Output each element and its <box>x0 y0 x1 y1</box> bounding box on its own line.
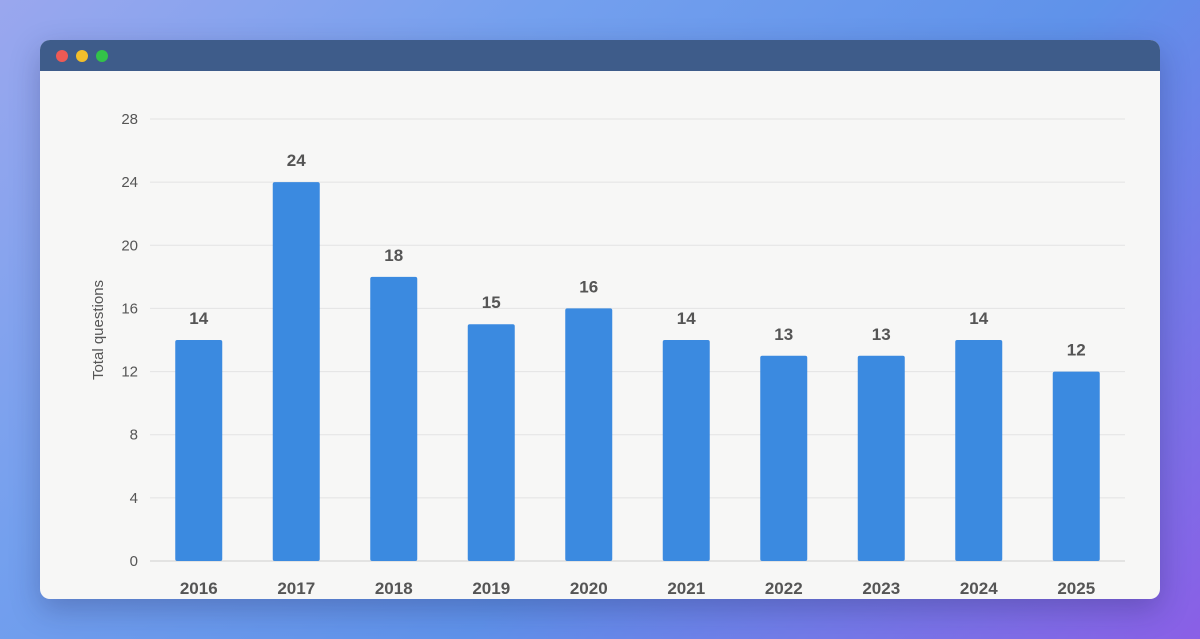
y-axis-title: Total questions <box>90 280 107 380</box>
y-tick-label: 0 <box>130 553 138 570</box>
x-tick-label: 2025 <box>1057 579 1095 598</box>
bar-value-label: 14 <box>969 309 988 328</box>
bar-2017 <box>272 182 320 561</box>
y-tick-label: 16 <box>121 300 138 317</box>
window-titlebar <box>40 40 1160 71</box>
bar-2020 <box>565 308 613 561</box>
bar-value-label: 12 <box>1067 341 1086 360</box>
bar-value-labels: 14 24 18 15 16 14 13 13 14 12 <box>189 151 1085 359</box>
bar-2023 <box>857 355 905 561</box>
y-tick-label: 12 <box>121 364 138 381</box>
x-tick-label: 2016 <box>180 579 218 598</box>
y-tick-label: 4 <box>130 490 138 507</box>
x-axis-ticks: 2016 2017 2018 2019 2020 2021 2022 2023 2024 2025 <box>180 579 1095 598</box>
y-tick-label: 24 <box>121 174 138 191</box>
bar-2016 <box>175 340 223 561</box>
bar-2025 <box>1052 371 1100 561</box>
y-axis-ticks: 0 4 8 12 16 20 24 28 <box>121 111 138 570</box>
chart-window: 0 4 8 12 16 20 24 28 Total questions 14 24 18 15 16… <box>40 40 1160 599</box>
bar-value-label: 14 <box>677 309 696 328</box>
x-tick-label: 2017 <box>277 579 315 598</box>
y-tick-label: 8 <box>130 427 138 444</box>
bar-chart-area: 0 4 8 12 16 20 24 28 Total questions 14 24 18 15 16… <box>40 71 1160 599</box>
bar-2021 <box>662 340 710 561</box>
close-window-button[interactable] <box>56 50 68 62</box>
bar-value-label: 13 <box>774 325 793 344</box>
x-tick-label: 2018 <box>375 579 413 598</box>
bar-value-label: 18 <box>384 246 403 265</box>
maximize-window-button[interactable] <box>96 50 108 62</box>
x-tick-label: 2024 <box>960 579 998 598</box>
bar-value-label: 15 <box>482 293 501 312</box>
bar-value-label: 13 <box>872 325 891 344</box>
bar-value-label: 14 <box>189 309 208 328</box>
bar-value-label: 16 <box>579 277 598 296</box>
x-tick-label: 2022 <box>765 579 803 598</box>
x-tick-label: 2021 <box>667 579 705 598</box>
minimize-window-button[interactable] <box>76 50 88 62</box>
y-tick-label: 20 <box>121 237 138 254</box>
y-tick-label: 28 <box>121 111 138 128</box>
x-tick-label: 2023 <box>862 579 900 598</box>
bar-2018 <box>370 276 418 561</box>
bar-2022 <box>760 355 808 561</box>
bar-value-label: 24 <box>287 151 306 170</box>
bar-2019 <box>467 324 515 561</box>
x-tick-label: 2019 <box>472 579 510 598</box>
bars <box>175 182 1100 561</box>
x-tick-label: 2020 <box>570 579 608 598</box>
bar-2024 <box>955 340 1003 561</box>
